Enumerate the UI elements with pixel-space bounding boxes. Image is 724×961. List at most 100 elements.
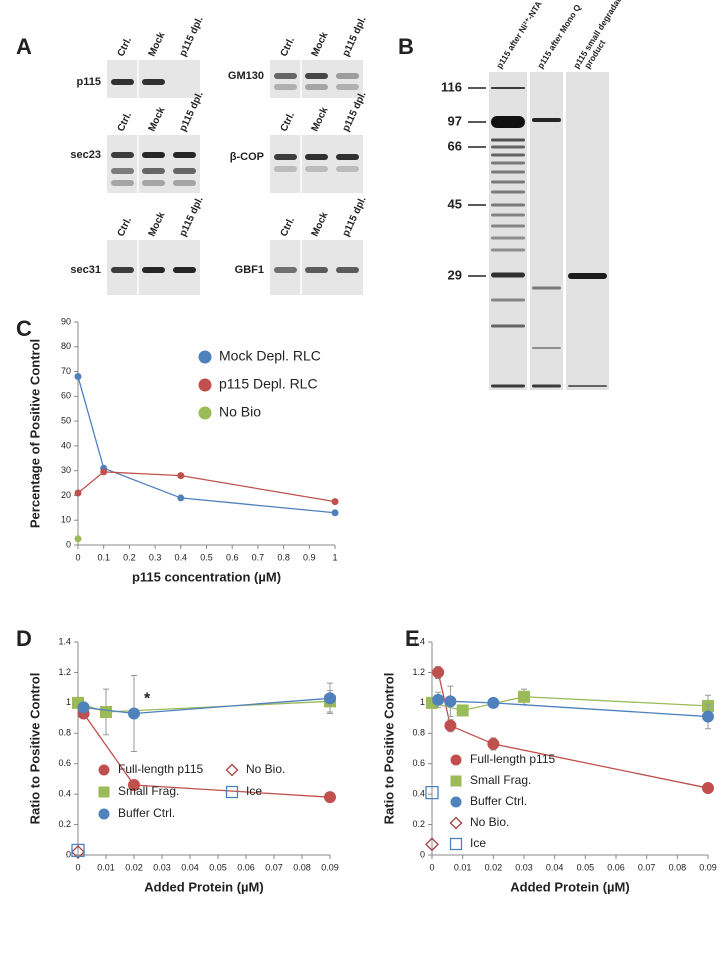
legend-label: Small Frag.: [118, 784, 179, 798]
lane-label: Mock: [147, 210, 168, 238]
legend-label: Full-length p115: [470, 752, 555, 766]
gel-band: [491, 324, 525, 328]
x-axis-label: Added Protein (µM): [144, 879, 263, 894]
y-tick-label: 0: [420, 849, 425, 859]
gel-band: [491, 153, 525, 157]
series-line: [438, 699, 709, 718]
legend-label: Buffer Ctrl.: [118, 806, 175, 820]
legend-marker: [198, 378, 212, 392]
y-axis-label: Ratio to Positive Control: [381, 673, 396, 825]
y-tick-label: 0: [66, 539, 71, 549]
y-tick-label: 1: [420, 697, 425, 707]
point: [425, 785, 439, 800]
gel-band: [532, 347, 561, 349]
legend-label: Ice: [246, 784, 262, 798]
series-line: [77, 700, 331, 713]
legend-label: Ice: [470, 836, 486, 850]
x-tick-label: 0.8: [277, 552, 290, 562]
y-tick-label: 50: [61, 415, 71, 425]
lane-label: Mock: [310, 210, 331, 238]
point: [331, 498, 339, 506]
legend-marker: [98, 808, 110, 820]
x-tick-label: 0.1: [97, 552, 110, 562]
band: [305, 73, 328, 79]
lane-label: Ctrl.: [279, 215, 298, 238]
x-tick-label: 0.08: [293, 862, 311, 872]
marker-label: 116: [441, 79, 462, 94]
lane-label: Ctrl.: [116, 215, 135, 238]
point: [444, 695, 457, 708]
gel-band: [491, 224, 525, 228]
gel-band: [532, 286, 561, 290]
gel-band: [491, 384, 525, 388]
panel-label: C: [16, 316, 32, 341]
legend-label: p115 Depl. RLC: [219, 376, 318, 392]
band: [111, 180, 134, 186]
panel-label: D: [16, 626, 32, 651]
x-tick-label: 0.01: [97, 862, 115, 872]
legend-marker: [450, 775, 462, 787]
gel-band: [491, 145, 525, 149]
x-tick-label: 0.02: [485, 862, 503, 872]
point: [702, 710, 714, 723]
y-tick-label: 0.4: [412, 789, 425, 799]
point: [518, 690, 530, 703]
gel-band: [491, 272, 525, 278]
y-tick-label: 0.2: [58, 819, 71, 829]
band: [142, 180, 165, 186]
lane-label: p115 dpl.: [341, 195, 369, 239]
x-tick-label: 0.3: [149, 552, 162, 562]
y-tick-label: 0.2: [412, 819, 425, 829]
point: [331, 509, 339, 517]
x-tick-label: 0.07: [265, 862, 283, 872]
lane-header: p115 after Ni²⁺-NTA: [494, 0, 544, 70]
band: [111, 152, 134, 158]
point: [324, 791, 336, 804]
x-tick-label: 0.5: [200, 552, 213, 562]
point: [74, 535, 82, 543]
gel-band: [491, 138, 525, 142]
gel-band: [491, 170, 525, 174]
y-tick-label: 40: [61, 440, 71, 450]
x-tick-label: 0.05: [577, 862, 595, 872]
band: [336, 154, 359, 160]
marker-label: 97: [448, 113, 462, 128]
x-tick-label: 0.06: [607, 862, 625, 872]
lane-label: Ctrl.: [279, 35, 298, 58]
band: [142, 152, 165, 158]
point: [487, 696, 500, 709]
x-tick-label: 0.02: [125, 862, 143, 872]
legend-marker: [449, 816, 463, 830]
series-line: [77, 471, 336, 503]
legend-label: No Bio.: [470, 815, 509, 829]
band: [173, 267, 196, 273]
x-tick-label: 0.2: [123, 552, 136, 562]
x-tick-label: 0.07: [638, 862, 656, 872]
point: [432, 666, 445, 679]
legend-marker: [450, 754, 462, 766]
legend-marker: [198, 406, 212, 420]
gel-band: [491, 236, 525, 240]
gel-lane: [530, 72, 563, 390]
gel-band: [491, 203, 525, 207]
gel-band: [532, 384, 561, 388]
band: [111, 168, 134, 174]
point: [456, 704, 469, 717]
protein-label: sec31: [70, 264, 101, 276]
point: [71, 843, 85, 858]
point: [177, 472, 185, 480]
band: [173, 180, 196, 186]
legend-label: Full-length p115: [118, 762, 203, 776]
gel-band: [491, 213, 525, 217]
x-tick-label: 0.6: [226, 552, 239, 562]
point: [100, 468, 108, 476]
y-tick-label: 0.6: [58, 758, 71, 768]
point: [128, 707, 140, 720]
lane-label: Ctrl.: [116, 35, 135, 58]
lane-label: Mock: [310, 105, 331, 133]
gel-lane: [566, 72, 609, 390]
point: [77, 701, 90, 714]
blot: [270, 135, 363, 193]
point: [425, 837, 439, 852]
